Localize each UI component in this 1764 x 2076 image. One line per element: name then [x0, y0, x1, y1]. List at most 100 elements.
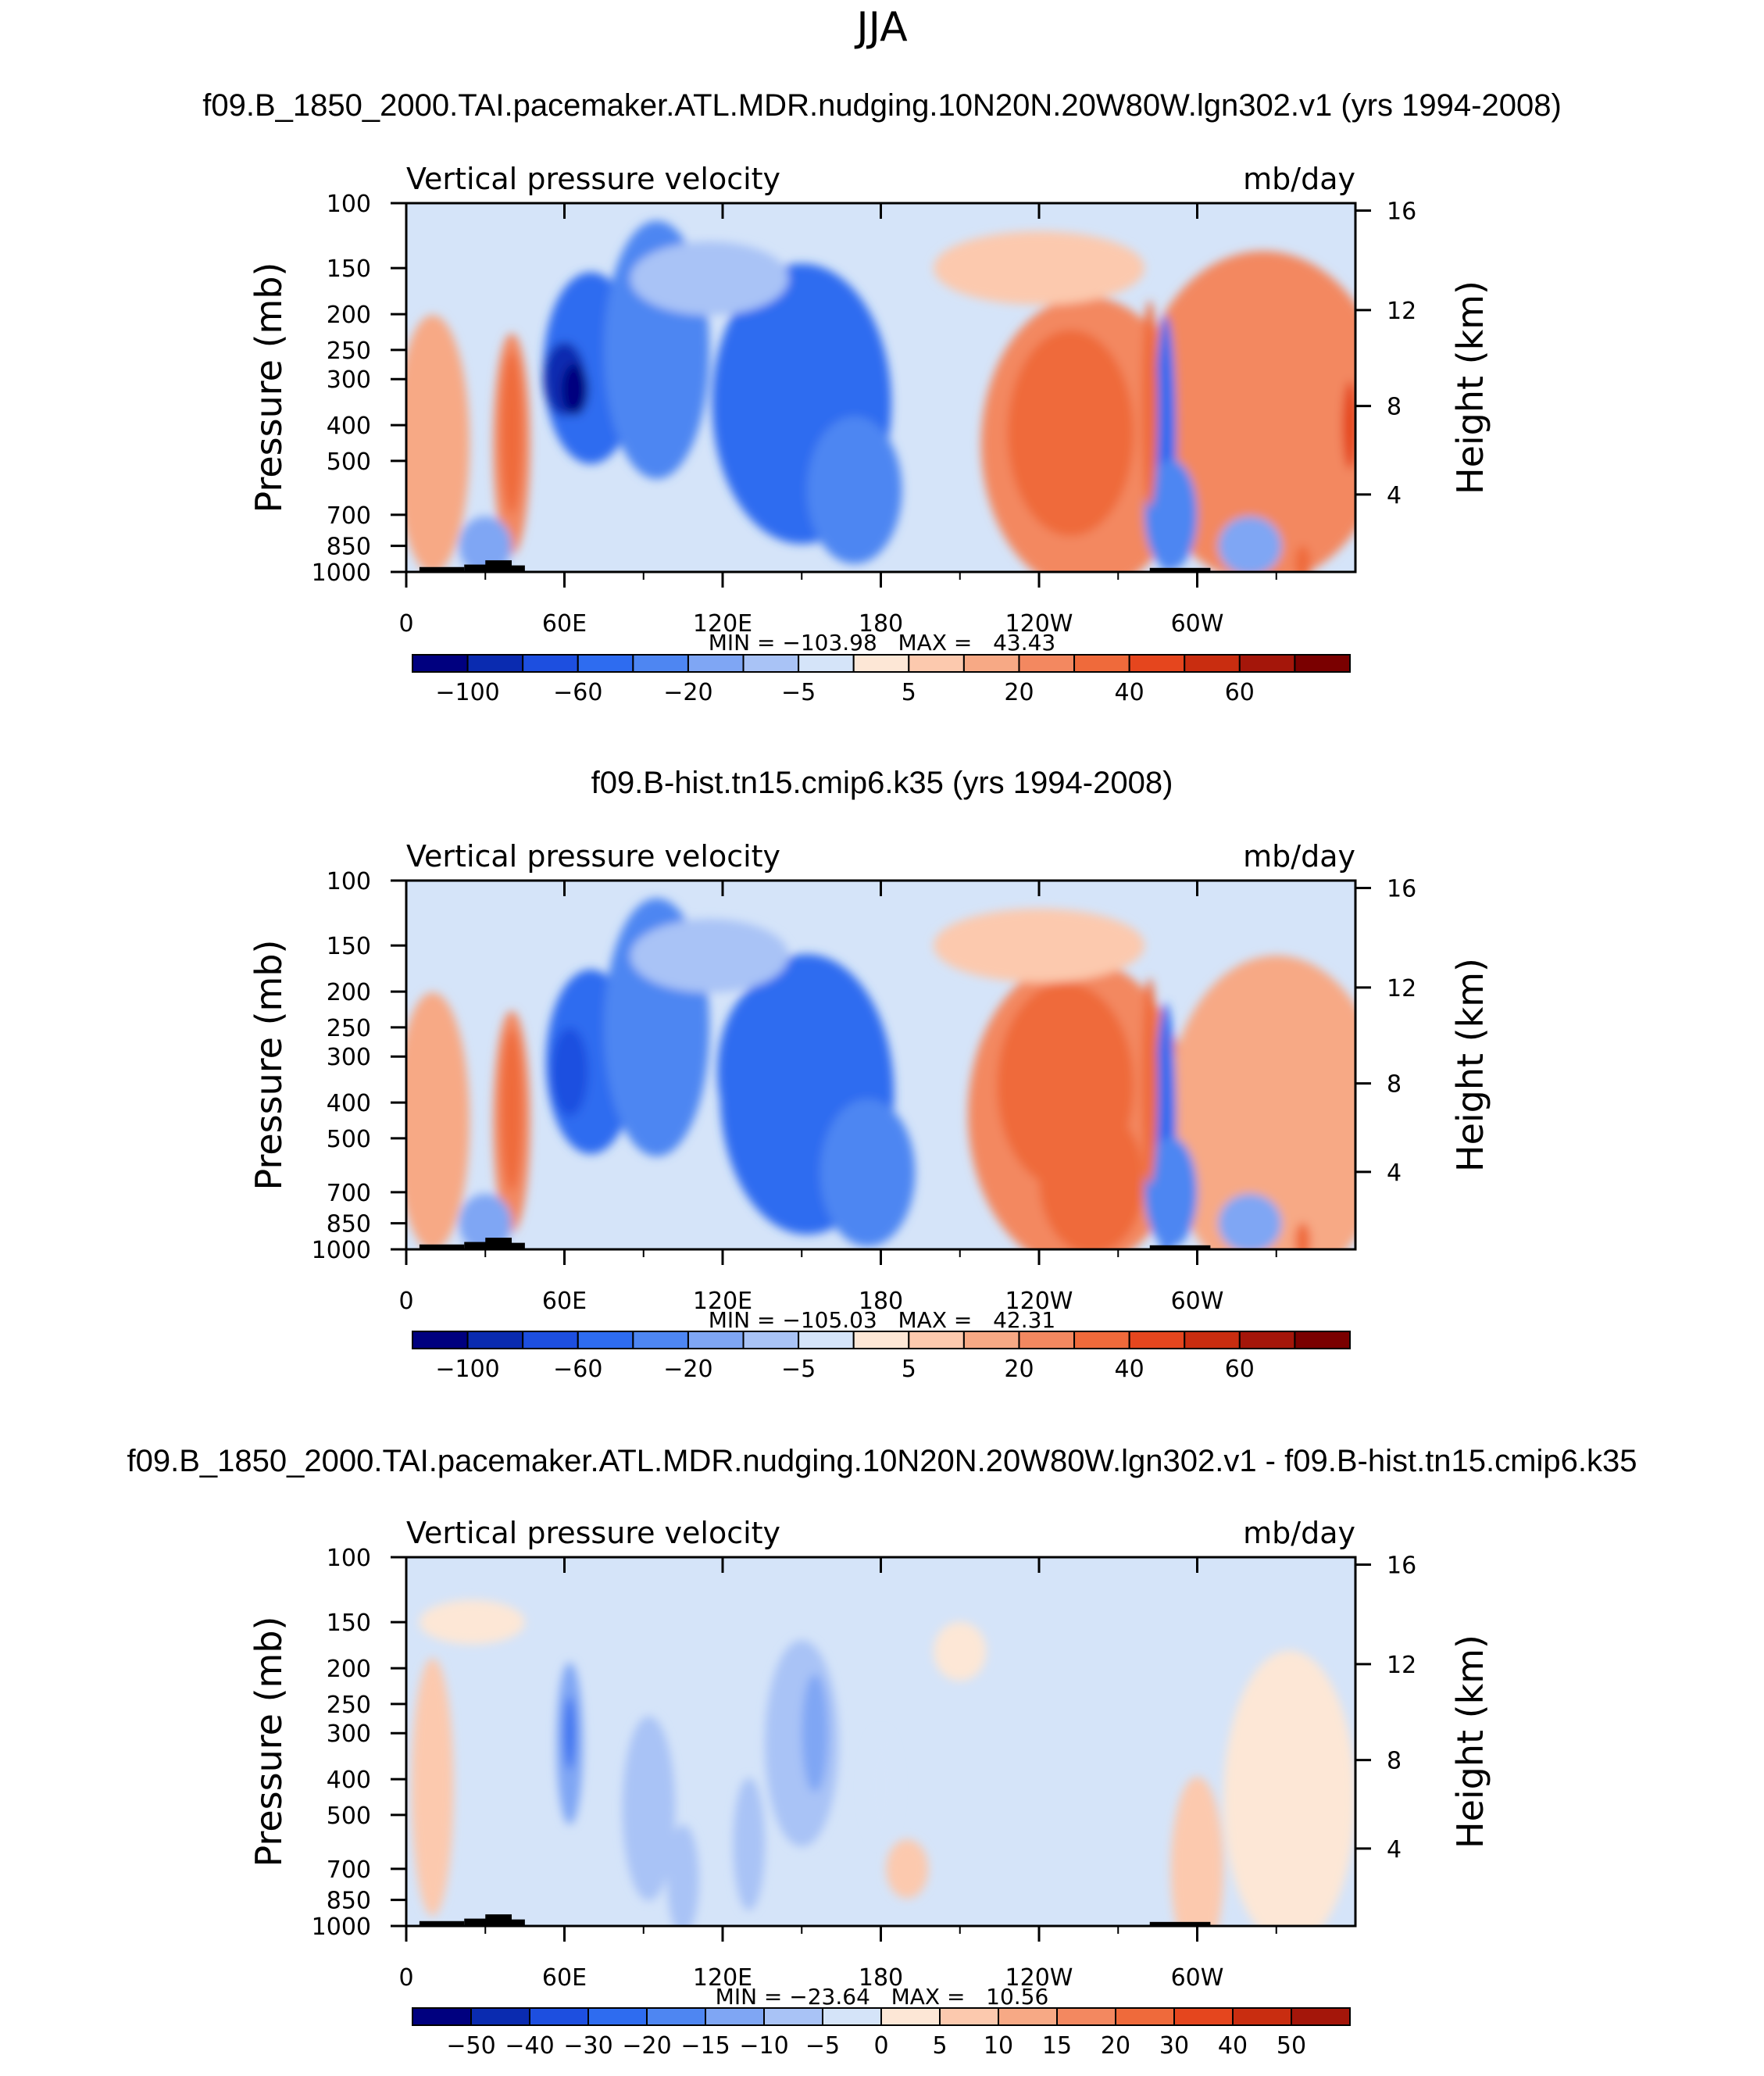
contour-region — [419, 1599, 525, 1645]
colorbar-swatch — [412, 654, 469, 673]
contour-region — [630, 241, 789, 316]
x-tick-label: 180 — [859, 610, 903, 638]
colorbar-swatch — [687, 654, 745, 673]
y-tick-label: 1000 — [312, 1237, 371, 1264]
colorbar-swatch — [587, 2007, 648, 2026]
contour-region — [1039, 1106, 1144, 1249]
colorbar-swatch — [939, 2007, 999, 2026]
y-tick-label: 100 — [327, 191, 371, 218]
colorbar-label: 40 — [1218, 2032, 1248, 2060]
panel-title: f09.B-hist.tn15.cmip6.k35 (yrs 1994-2008… — [591, 766, 1173, 800]
colorbar-label: 5 — [902, 1356, 916, 1383]
x-tick-label: 120W — [1005, 1288, 1073, 1315]
y-tick-label: 150 — [327, 255, 371, 283]
contour-region — [1007, 330, 1134, 537]
heatmap-field — [406, 1557, 1355, 1926]
colorbar-swatch — [522, 1331, 579, 1349]
right-axis-label: Height (km) — [1449, 280, 1491, 495]
y-tick-label: 500 — [327, 448, 371, 476]
height-tick-label: 4 — [1387, 1836, 1402, 1863]
colorbar-swatch — [962, 1331, 1020, 1349]
colorbar-swatch — [1128, 654, 1186, 673]
colorbar-label: −60 — [553, 1356, 602, 1383]
colorbar-label: 50 — [1277, 2032, 1306, 2060]
y-tick-label: 300 — [327, 366, 371, 394]
colorbar-label: −60 — [553, 679, 602, 706]
colorbar-label: −30 — [563, 2032, 612, 2060]
colorbar-swatch — [705, 2007, 765, 2026]
colorbar-swatch — [1294, 1331, 1351, 1349]
panel-2: f09.B-hist.tn15.cmip6.k35 (yrs 1994-2008… — [248, 766, 1491, 1383]
colorbar-label: 20 — [1101, 2032, 1130, 2060]
contour-region — [406, 315, 470, 572]
contour-region — [1170, 1776, 1224, 1926]
colorbar-swatch — [798, 1331, 855, 1349]
colorbar-swatch — [529, 2007, 589, 2026]
contour-regions — [406, 220, 1355, 572]
y-tick-label: 250 — [327, 1015, 371, 1042]
contour-region — [820, 1099, 916, 1247]
contour-region — [934, 1621, 987, 1681]
colorbar-label: −20 — [663, 679, 712, 706]
x-tick-label: 60W — [1171, 1288, 1224, 1315]
colorbar-label: −40 — [505, 2032, 554, 2060]
x-tick-label: 60E — [542, 610, 587, 638]
colorbar-label: 5 — [902, 679, 916, 706]
y-tick-label: 250 — [327, 1692, 371, 1719]
x-tick-label: 60W — [1171, 610, 1224, 638]
y-tick-label: 700 — [327, 502, 371, 530]
panel-1: f09.B_1850_2000.TAI.pacemaker.ATL.MDR.nu… — [202, 88, 1562, 706]
contour-region — [733, 1778, 765, 1911]
contour-region — [886, 1839, 929, 1899]
contour-region — [934, 908, 1144, 983]
colorbar-label: −100 — [435, 1356, 499, 1383]
colorbar-swatch — [742, 654, 800, 673]
contour-region — [406, 992, 470, 1249]
y-tick-label: 700 — [327, 1856, 371, 1884]
contour-region — [1218, 1193, 1282, 1249]
y-tick-label: 200 — [327, 1656, 371, 1683]
height-tick-label: 16 — [1387, 875, 1416, 902]
y-axis-label: Pressure (mb) — [248, 263, 290, 513]
y-tick-label: 300 — [327, 1044, 371, 1071]
variable-label: Vertical pressure velocity — [406, 1516, 780, 1550]
x-tick-label: 0 — [398, 1288, 413, 1315]
height-tick-label: 16 — [1387, 198, 1416, 225]
colorbar-swatch — [1018, 654, 1076, 673]
colorbar-swatch — [1232, 2007, 1292, 2026]
colorbar-swatch — [822, 2007, 882, 2026]
colorbar-label: −5 — [805, 2032, 840, 2060]
min-max-stats: MIN = −105.03 MAX = 42.31 — [709, 1307, 1055, 1333]
y-tick-label: 100 — [327, 1545, 371, 1572]
y-tick-label: 850 — [327, 534, 371, 561]
colorbar-swatch — [466, 654, 524, 673]
colorbar-swatch — [998, 2007, 1058, 2026]
colorbar-swatch — [852, 654, 910, 673]
colorbar: −100 −60 −20 −5 5 20 40 60 — [412, 654, 1351, 706]
colorbar-swatch — [1291, 2007, 1351, 2026]
x-tick-label: 120W — [1005, 610, 1073, 638]
topography — [512, 565, 525, 572]
colorbar-label: 0 — [873, 2032, 888, 2060]
x-tick-label: 60E — [542, 1288, 587, 1315]
topography — [419, 1921, 465, 1926]
x-tick-label: 120E — [693, 610, 752, 638]
heatmap-field — [406, 203, 1355, 572]
y-tick-label: 400 — [327, 413, 371, 440]
topography — [485, 1238, 512, 1249]
contour-region — [562, 363, 588, 416]
colorbar-label: 40 — [1115, 1356, 1144, 1383]
colorbar-swatch — [687, 1331, 745, 1349]
height-tick-label: 12 — [1387, 975, 1416, 1002]
colorbar-swatch — [412, 1331, 469, 1349]
height-tick-label: 8 — [1387, 1748, 1402, 1775]
colorbar-swatch — [1073, 1331, 1130, 1349]
colorbar-swatch — [1056, 2007, 1116, 2026]
colorbar-swatch — [962, 654, 1020, 673]
colorbar-swatch — [1184, 654, 1241, 673]
colorbar-swatch — [522, 654, 579, 673]
colorbar-swatch — [1115, 2007, 1175, 2026]
contour-region — [1144, 1137, 1198, 1248]
y-tick-label: 700 — [327, 1180, 371, 1207]
right-axis-label: Height (km) — [1449, 1635, 1491, 1849]
